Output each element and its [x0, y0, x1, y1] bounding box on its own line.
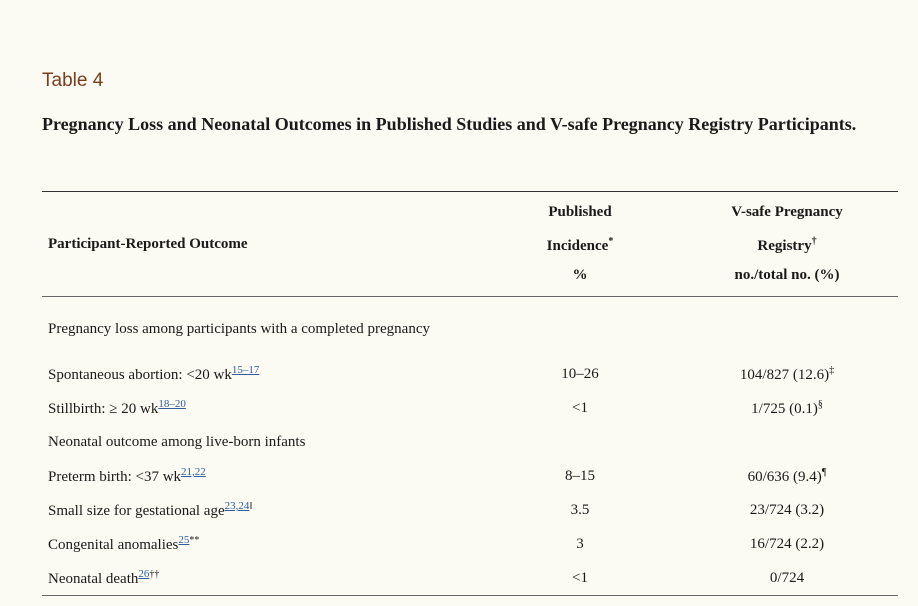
vsafe-value-cell: 0/724 — [676, 561, 898, 596]
outcome-label: Preterm birth: <37 wk — [48, 469, 182, 485]
header-published-footnote-mark: * — [608, 236, 614, 247]
reference-link[interactable]: 26 — [138, 568, 150, 580]
header-vsafe-line3: no./total no. (%) — [734, 267, 840, 283]
vsafe-value: 23/724 (3.2) — [749, 501, 825, 518]
reference-link[interactable]: 18–20 — [158, 398, 186, 410]
header-vsafe-footnote-mark: † — [811, 236, 817, 247]
published-incidence-cell — [484, 297, 676, 358]
vsafe-value: 0/724 — [769, 569, 805, 586]
outcome-cell: Congenital anomalies25** — [42, 527, 484, 561]
header-outcome: Participant-Reported Outcome — [48, 235, 248, 252]
reference-link[interactable]: 15–17 — [231, 364, 260, 376]
table-row: Stillbirth: ≥ 20 wk18–20 <1 1/725 (0.1)§ — [42, 391, 898, 425]
outcome-cell: Stillbirth: ≥ 20 wk18–20 — [42, 391, 484, 425]
header-row: Participant-Reported Outcome Published I… — [42, 191, 898, 297]
published-incidence-cell — [484, 425, 676, 459]
footnote-mark: ¶ — [821, 466, 827, 478]
outcome-cell: Preterm birth: <37 wk21,22 — [42, 459, 484, 493]
header-vsafe-line2-wrap: Registry† — [682, 227, 892, 261]
table-row: Small size for gestational age23,24‖ 3.5 2… — [42, 493, 898, 527]
header-published-line3: % — [572, 267, 588, 283]
vsafe-value: 104/827 (12.6) — [739, 366, 830, 383]
vsafe-value: 1/725 (0.1) — [751, 400, 818, 417]
reference-link[interactable]: 25 — [178, 534, 190, 546]
header-published-line2-wrap: Incidence* — [490, 227, 670, 261]
published-incidence-cell: <1 — [572, 569, 588, 586]
reference-link[interactable]: 23,24 — [224, 500, 250, 512]
table-row: Spontaneous abortion: <20 wk15–17 10–26 10… — [42, 357, 898, 391]
footnote-mark: ‖ — [249, 501, 253, 512]
table-row: Neonatal death26†† <1 0/724 — [42, 561, 898, 596]
header-published: Published Incidence* % — [484, 192, 676, 297]
published-incidence-cell: 10–26 — [561, 365, 599, 382]
table-body: Pregnancy loss among participants with a… — [42, 297, 898, 596]
published-incidence-cell: <1 — [572, 399, 588, 416]
table-header: Participant-Reported Outcome Published I… — [42, 191, 898, 297]
vsafe-value-cell: 16/724 (2.2) — [676, 527, 898, 561]
header-published-line2: Incidence — [546, 238, 609, 254]
outcome-cell: Small size for gestational age23,24‖ — [42, 493, 484, 527]
footnote-mark: †† — [149, 569, 160, 580]
outcome-cell: Pregnancy loss among participants with a… — [42, 297, 484, 358]
table-row: Congenital anomalies25** 3 16/724 (2.2) — [42, 527, 898, 561]
footnote-mark: ‡ — [829, 364, 835, 376]
outcomes-table: Participant-Reported Outcome Published I… — [42, 191, 898, 596]
vsafe-value-cell: 23/724 (3.2) — [676, 493, 898, 527]
vsafe-value-cell — [676, 425, 898, 459]
outcome-cell: Neonatal outcome among live-born infants — [42, 425, 484, 459]
outcome-cell: Spontaneous abortion: <20 wk15–17 — [42, 357, 484, 391]
outcome-label: Congenital anomalies — [48, 537, 179, 553]
published-incidence-cell: 3.5 — [570, 501, 590, 518]
outcome-label: Neonatal death — [48, 571, 139, 587]
published-incidence-cell: 3 — [576, 535, 584, 552]
header-vsafe-line1: V-safe Pregnancy — [731, 204, 843, 220]
reference-link[interactable]: 21,22 — [181, 466, 206, 478]
vsafe-value-cell: 60/636 (9.4)¶ — [676, 459, 898, 493]
outcome-label: Small size for gestational age — [48, 503, 225, 519]
header-published-line1: Published — [548, 204, 612, 220]
table-row: Neonatal outcome among live-born infants — [42, 425, 898, 459]
published-incidence-cell: 8–15 — [565, 467, 595, 484]
vsafe-value: 16/724 (2.2) — [749, 535, 825, 552]
outcome-label: Pregnancy loss among participants with a… — [48, 321, 430, 337]
vsafe-value-cell: 104/827 (12.6)‡ — [676, 357, 898, 391]
table-caption: Pregnancy Loss and Neonatal Outcomes in … — [42, 114, 857, 134]
table-row: Preterm birth: <37 wk21,22 8–15 60/636 (9.… — [42, 459, 898, 493]
vsafe-value-cell: 1/725 (0.1)§ — [676, 391, 898, 425]
table-label: Table 4 — [42, 70, 104, 91]
footnote-mark: ** — [189, 535, 200, 546]
outcome-label: Spontaneous abortion: <20 wk — [48, 367, 232, 383]
vsafe-value: 60/636 (9.4) — [747, 468, 822, 485]
outcome-label: Neonatal outcome among live-born infants — [48, 433, 306, 450]
outcome-cell: Neonatal death26†† — [42, 561, 484, 596]
vsafe-value-cell — [676, 297, 898, 358]
table-row: Pregnancy loss among participants with a… — [42, 297, 898, 358]
footnote-mark: § — [817, 398, 823, 410]
header-vsafe: V-safe Pregnancy Registry† no./total no.… — [676, 192, 898, 297]
header-vsafe-line2: Registry — [757, 238, 812, 254]
outcome-label: Stillbirth: ≥ 20 wk — [48, 401, 159, 417]
